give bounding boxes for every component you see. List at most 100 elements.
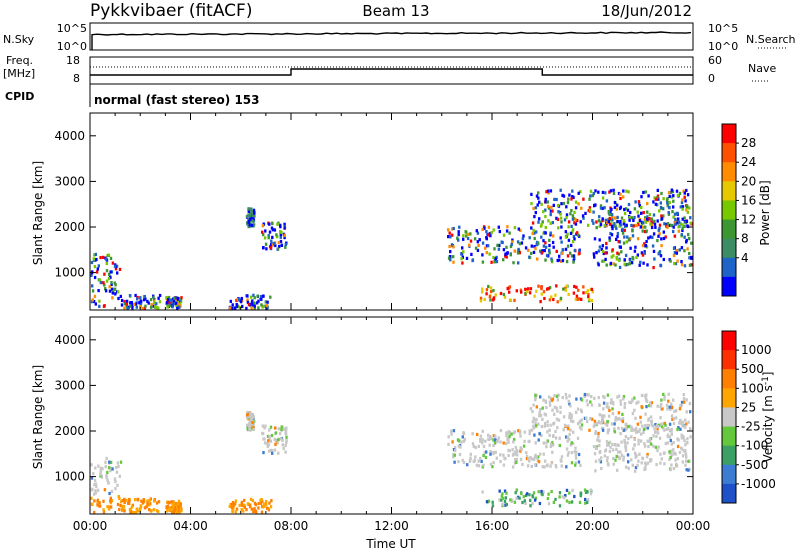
echo-cell [551, 209, 554, 213]
echo-cell [511, 453, 515, 457]
echo-cell [519, 429, 522, 433]
echo-cell [638, 204, 641, 208]
echo-cell [547, 395, 551, 399]
echo-cell [556, 409, 559, 413]
echo-cell [633, 443, 636, 447]
echo-cell [505, 255, 508, 259]
echo-cell [637, 459, 640, 463]
echo-cell [689, 435, 692, 439]
echo-cell [639, 415, 642, 419]
echo-cell [572, 419, 575, 424]
echo-cell [167, 295, 171, 300]
echo-cell [622, 195, 625, 199]
echo-cell [252, 208, 256, 212]
echo-cell [118, 267, 122, 271]
echo-cell [586, 419, 589, 423]
echo-cell [114, 480, 117, 484]
echo-cell [275, 233, 278, 237]
echo-cell [525, 288, 528, 292]
echo-cell [634, 416, 637, 420]
echo-cell [658, 209, 661, 213]
echo-cell [118, 474, 121, 478]
echo-cell [532, 416, 535, 420]
echo-cell [125, 304, 128, 308]
echo-cell [687, 420, 690, 424]
echo-cell [577, 288, 580, 292]
echo-cell [261, 505, 265, 509]
echo-cell [592, 445, 596, 449]
echo-cell [479, 296, 483, 300]
echo-cell [599, 206, 603, 210]
echo-cell [613, 422, 616, 426]
echo-cell [605, 263, 608, 267]
echo-cell [618, 265, 622, 269]
echo-cell [551, 408, 554, 412]
echo-cell [556, 203, 560, 208]
echo-cell [611, 443, 614, 447]
echo-cell [644, 220, 648, 224]
echo-cell [462, 439, 466, 443]
echo-cell [534, 496, 538, 500]
echo-cell [568, 491, 571, 495]
colorbar-segment [722, 426, 736, 447]
echo-cell [643, 251, 646, 255]
echo-cell [169, 298, 173, 303]
echo-cell [271, 449, 274, 453]
echo-cell [143, 306, 146, 310]
echo-cell [449, 250, 452, 254]
echo-cell [670, 223, 673, 227]
echo-cell [649, 459, 652, 463]
echo-cell [640, 393, 644, 397]
echo-cell [260, 303, 263, 307]
echo-cell [119, 500, 123, 504]
echo-cell [689, 410, 692, 414]
echo-cell [540, 489, 543, 494]
echo-cell [633, 408, 636, 412]
echo-cell [673, 262, 676, 266]
echo-cell [630, 425, 633, 429]
echo-cell [96, 498, 100, 502]
echo-cell [619, 245, 622, 249]
echo-cell [559, 188, 562, 192]
echo-cell [632, 224, 635, 228]
echo-cell [530, 202, 533, 206]
colorbar-segment [722, 257, 736, 278]
echo-cell [570, 208, 573, 213]
echo-cell [457, 460, 460, 464]
echo-cell [553, 405, 557, 409]
echo-cell [653, 219, 656, 223]
echo-cell [568, 500, 571, 505]
echo-cell [547, 189, 550, 193]
echo-cell [566, 232, 569, 236]
echo-cell [551, 240, 555, 245]
echo-cell [253, 304, 256, 308]
echo-cell [616, 235, 619, 239]
echo-cell [252, 422, 255, 426]
echo-cell [262, 246, 265, 250]
echo-cell [578, 500, 582, 504]
echo-cell [485, 230, 488, 234]
echo-cell [499, 429, 503, 433]
echo-cell [452, 455, 455, 459]
echo-cell [689, 216, 692, 220]
echo-cell [249, 412, 252, 416]
echo-cell [451, 227, 454, 231]
echo-cell [105, 279, 109, 283]
echo-cell [138, 508, 142, 512]
xtick-label: 04:00 [173, 519, 208, 533]
echo-cell [250, 422, 253, 426]
echo-cell [264, 300, 267, 304]
echo-cell [565, 465, 568, 469]
echo-cell [173, 296, 176, 301]
echo-cell [259, 501, 263, 505]
echo-cell [534, 211, 537, 215]
echo-cell [614, 458, 617, 462]
echo-cell [471, 259, 474, 263]
echo-cell [613, 222, 616, 226]
echo-cell [655, 462, 658, 467]
echo-cell [625, 426, 628, 430]
echo-cell [662, 451, 666, 455]
echo-cell [677, 217, 680, 221]
echo-cell [484, 246, 487, 250]
echo-cell [567, 220, 571, 224]
